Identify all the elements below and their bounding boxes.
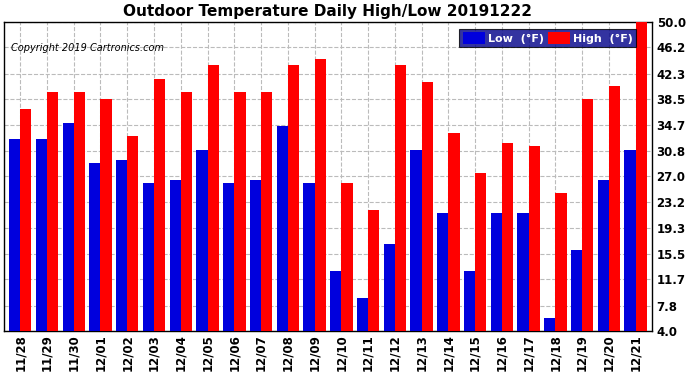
Bar <box>464 271 475 358</box>
Bar <box>196 150 208 358</box>
Text: Copyright 2019 Cartronics.com: Copyright 2019 Cartronics.com <box>10 44 164 53</box>
Bar <box>437 213 448 358</box>
Bar <box>89 163 101 358</box>
Bar <box>315 59 326 358</box>
Bar <box>181 92 192 358</box>
Bar <box>63 123 74 358</box>
Bar <box>127 136 139 358</box>
Bar <box>475 173 486 358</box>
Bar <box>635 22 647 358</box>
Bar <box>598 180 609 358</box>
Bar <box>288 66 299 358</box>
Bar <box>47 92 58 358</box>
Bar <box>544 318 555 358</box>
Bar <box>261 92 273 358</box>
Bar <box>395 66 406 358</box>
Bar <box>9 140 20 358</box>
Bar <box>448 133 460 358</box>
Bar <box>582 99 593 358</box>
Bar <box>609 86 620 358</box>
Bar <box>154 79 165 358</box>
Bar <box>101 99 112 358</box>
Bar <box>342 183 353 358</box>
Bar <box>223 183 235 358</box>
Bar <box>208 66 219 358</box>
Bar <box>502 143 513 358</box>
Bar <box>36 140 47 358</box>
Bar <box>529 146 540 358</box>
Bar <box>491 213 502 358</box>
Bar <box>357 297 368 358</box>
Bar <box>571 251 582 358</box>
Bar <box>277 126 288 358</box>
Legend: Low  (°F), High  (°F): Low (°F), High (°F) <box>460 29 636 47</box>
Bar <box>411 150 422 358</box>
Bar <box>74 92 85 358</box>
Bar <box>330 271 342 358</box>
Bar <box>304 183 315 358</box>
Bar <box>518 213 529 358</box>
Bar <box>422 82 433 358</box>
Bar <box>250 180 261 358</box>
Bar <box>624 150 635 358</box>
Bar <box>555 193 566 358</box>
Bar <box>235 92 246 358</box>
Bar <box>384 244 395 358</box>
Bar <box>143 183 154 358</box>
Bar <box>368 210 380 358</box>
Title: Outdoor Temperature Daily High/Low 20191222: Outdoor Temperature Daily High/Low 20191… <box>124 4 533 19</box>
Bar <box>20 109 32 358</box>
Bar <box>116 160 127 358</box>
Bar <box>170 180 181 358</box>
